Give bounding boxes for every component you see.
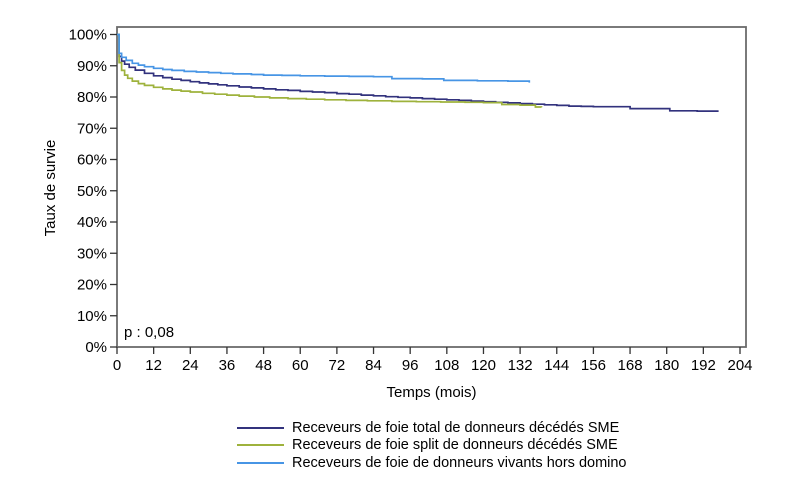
legend-item-split: Receveurs de foie split de donneurs décé… (237, 437, 627, 455)
legend-line-swatch-vivants (237, 461, 284, 464)
legend-item-vivants: Receveurs de foie de donneurs vivants ho… (237, 454, 627, 472)
y-tick-label: 20% (77, 277, 107, 294)
legend-label-split: Receveurs de foie split de donneurs décé… (292, 437, 618, 454)
y-tick-label: 10% (77, 308, 107, 325)
x-tick-label: 12 (145, 357, 162, 374)
x-tick-label: 84 (365, 357, 382, 374)
legend-line-swatch-split (237, 444, 284, 447)
x-tick-label: 48 (255, 357, 272, 374)
x-tick-label: 132 (508, 357, 533, 374)
survival-curve-2 (117, 33, 531, 83)
legend: Receveurs de foie total de donneurs décé… (237, 419, 627, 472)
legend-label-total: Receveurs de foie total de donneurs décé… (292, 419, 620, 436)
x-tick-label: 168 (618, 357, 643, 374)
x-tick-label: 0 (113, 357, 121, 374)
x-tick-label: 144 (544, 357, 569, 374)
y-tick-label: 100% (69, 27, 107, 44)
x-tick-label: 36 (219, 357, 236, 374)
y-tick-label: 60% (77, 152, 107, 169)
p-value-annotation: p : 0,08 (124, 324, 175, 341)
y-tick-label: 80% (77, 89, 107, 106)
x-tick-label: 72 (329, 357, 346, 374)
x-tick-label: 60 (292, 357, 309, 374)
y-tick-label: 50% (77, 183, 107, 200)
y-tick-label: 0% (85, 339, 107, 356)
y-tick-label: 90% (77, 58, 107, 75)
x-tick-label: 192 (691, 357, 716, 374)
y-axis-title: Taux de survie (42, 139, 59, 237)
legend-label-vivants: Receveurs de foie de donneurs vivants ho… (292, 454, 627, 471)
x-tick-label: 96 (402, 357, 419, 374)
survival-curve-1 (117, 33, 543, 108)
x-tick-label: 156 (581, 357, 606, 374)
x-tick-label: 180 (654, 357, 679, 374)
y-tick-label: 70% (77, 120, 107, 137)
x-axis-title: Temps (mois) (386, 384, 477, 401)
survival-curve-0 (117, 33, 719, 112)
legend-item-total: Receveurs de foie total de donneurs décé… (237, 419, 627, 437)
x-tick-label: 108 (434, 357, 459, 374)
y-tick-label: 40% (77, 214, 107, 231)
y-tick-label: 30% (77, 245, 107, 262)
plot-frame (116, 26, 747, 348)
x-tick-label: 24 (182, 357, 199, 374)
x-tick-label: 204 (727, 357, 752, 374)
x-tick-label: 120 (471, 357, 496, 374)
legend-line-swatch-total (237, 426, 284, 429)
